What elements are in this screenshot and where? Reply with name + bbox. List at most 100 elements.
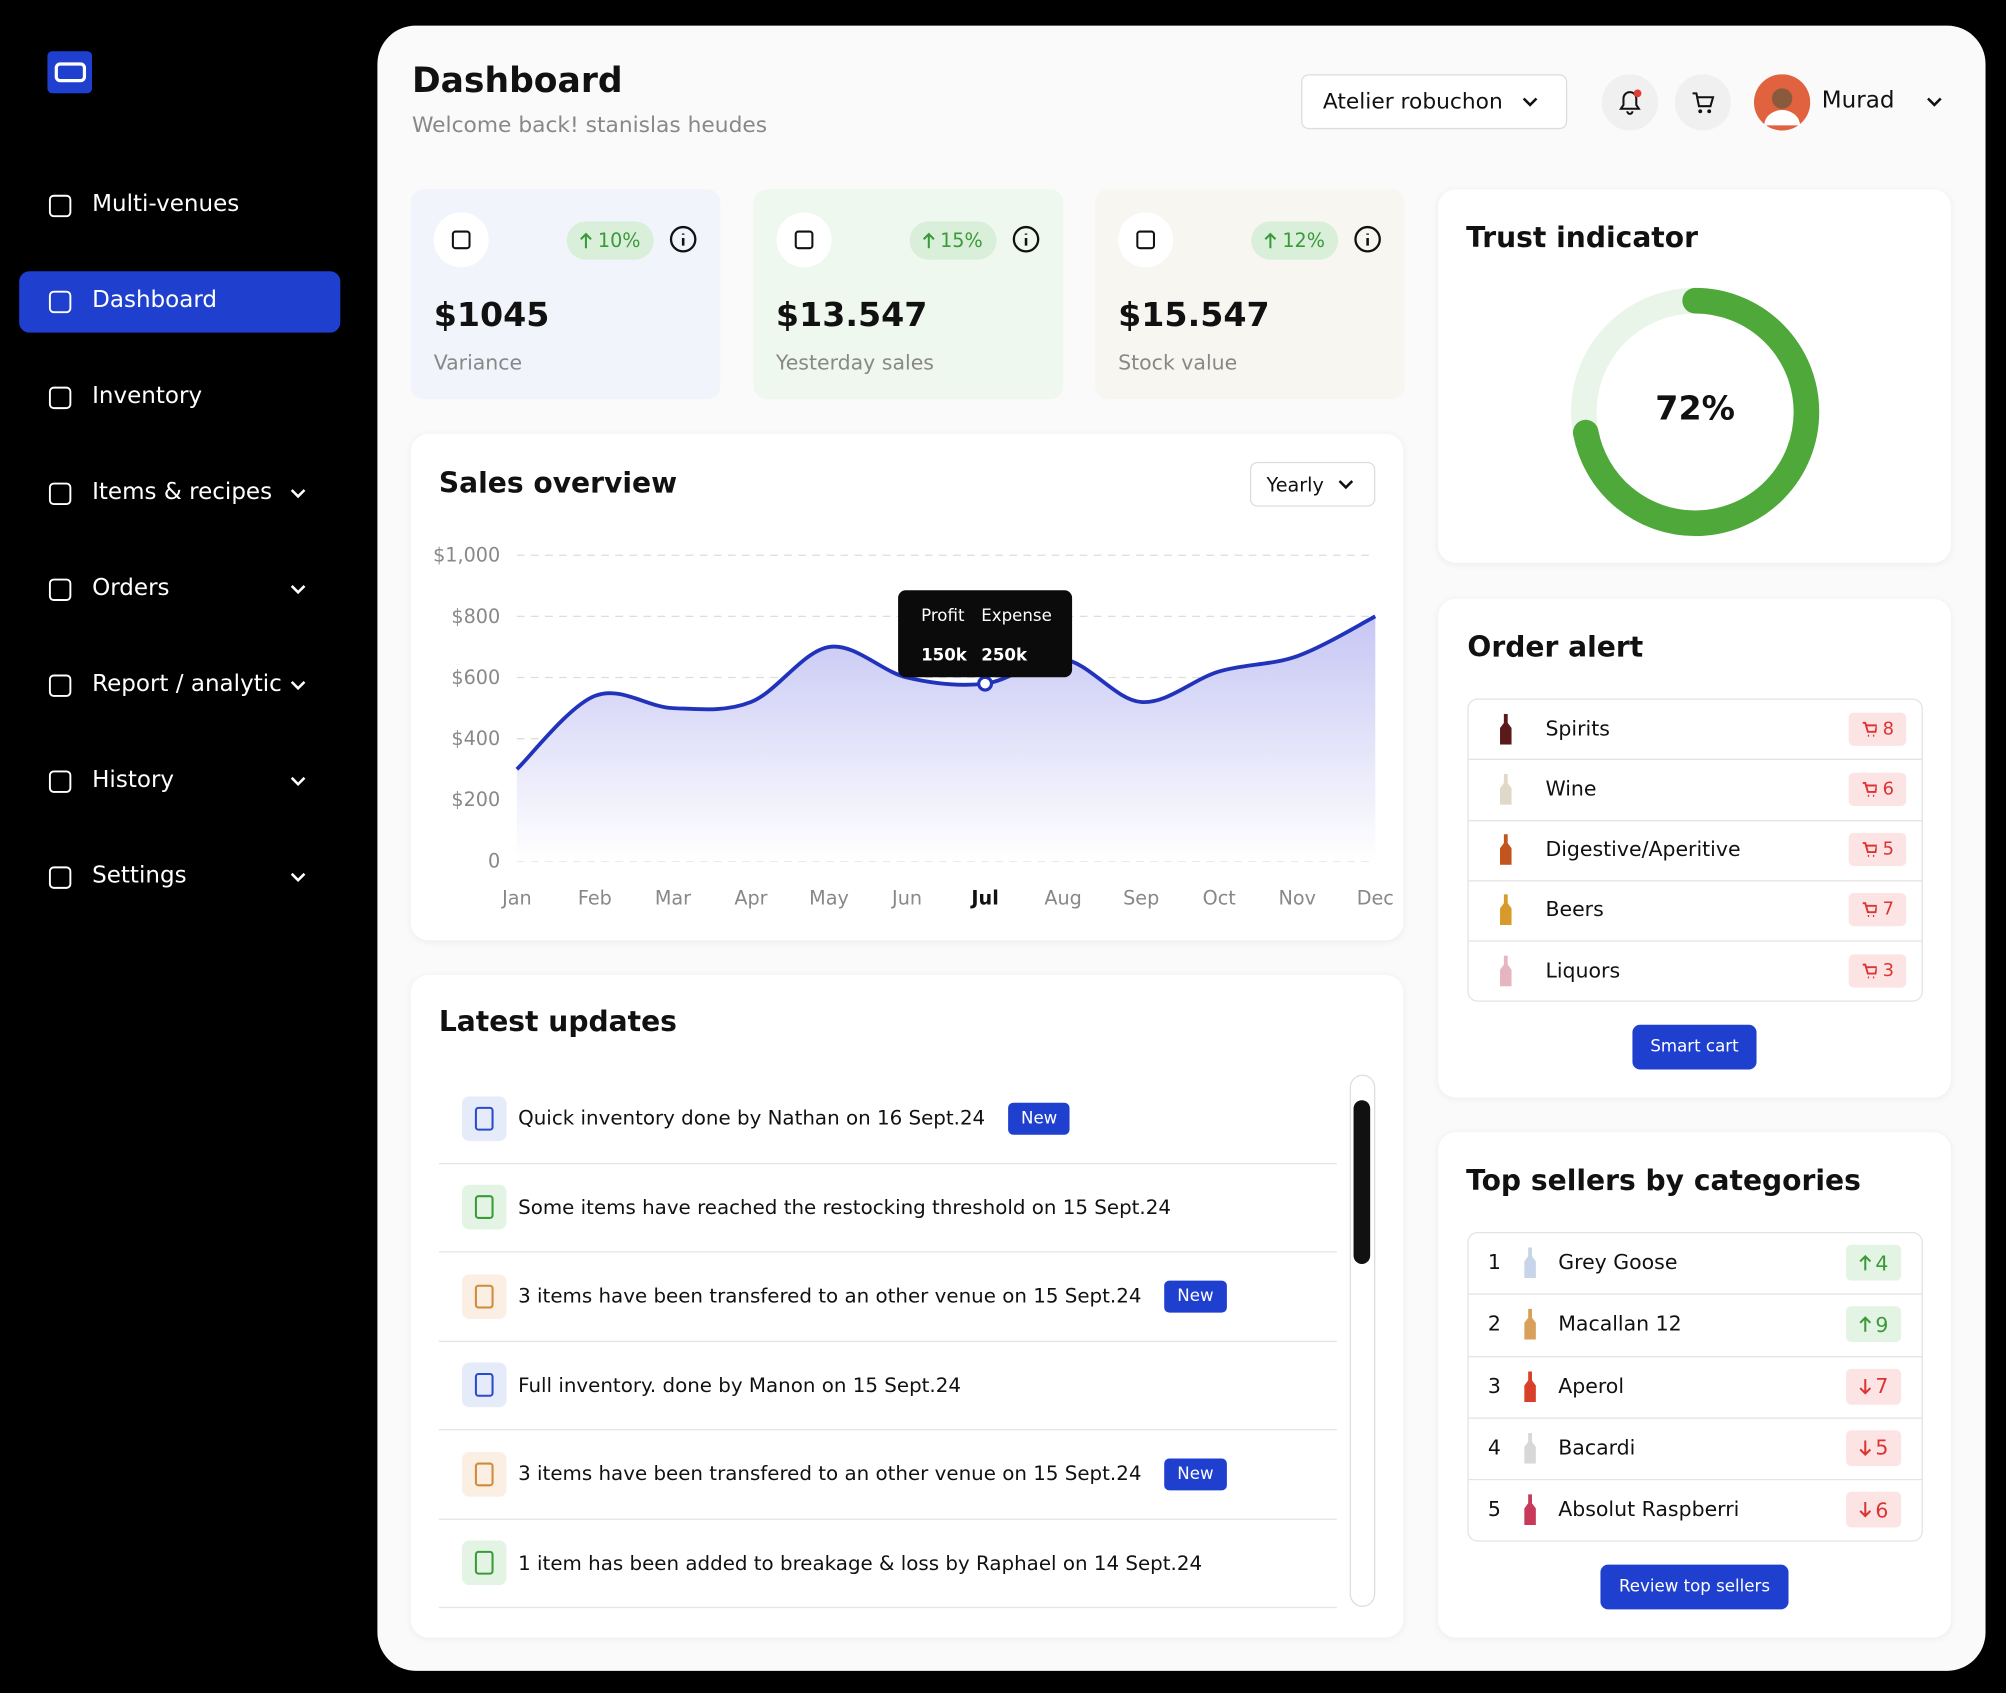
info-icon[interactable] [1011, 225, 1039, 253]
icon-shape [48, 674, 72, 697]
cart-icon [1862, 963, 1877, 978]
area-fill [516, 616, 1376, 861]
nav-label[interactable]: Dashboard [92, 286, 218, 314]
stat-label: Stock value [1118, 350, 1238, 375]
alert-count: 5 [1848, 832, 1907, 867]
alert-name: Spirits [1545, 715, 1610, 741]
change-badge: 12% [1251, 221, 1339, 260]
notifications-button[interactable] [1601, 74, 1659, 131]
change-badge: 10% [566, 221, 654, 260]
update-text: 3 items have been transfered to an other… [518, 1462, 1142, 1486]
up-arrow [1859, 1254, 1871, 1271]
seller-change: 9 [1846, 1306, 1902, 1343]
row-divider [438, 1517, 1337, 1520]
stat-value: $15.547 [1118, 296, 1270, 336]
nav-icon [48, 866, 72, 889]
nav-chevron[interactable] [289, 487, 307, 500]
seller-rank: 5 [1487, 1497, 1501, 1522]
stat-icon [433, 212, 489, 268]
nav-label[interactable]: Inventory [92, 382, 203, 410]
info-icon[interactable] [669, 225, 697, 253]
order-alert-title: Order alert [1467, 631, 1644, 664]
info-icon[interactable] [1354, 225, 1382, 253]
bottle [1500, 713, 1512, 744]
down-arrow [1859, 1502, 1871, 1518]
nav-label[interactable]: Orders [92, 574, 170, 602]
update-icon [461, 1095, 507, 1141]
tooltip-label: Profit [921, 606, 965, 625]
seller-rank: 1 [1487, 1249, 1501, 1275]
seller-rank: 3 [1487, 1373, 1501, 1398]
change-value: 9 [1875, 1312, 1889, 1337]
icon-shape [451, 230, 471, 250]
x-tick-label: Oct [1203, 886, 1237, 909]
tooltip [898, 590, 1073, 678]
nav-chevron[interactable] [289, 583, 307, 596]
bottle-icon [1524, 1432, 1536, 1464]
x-tick-label: Nov [1279, 886, 1316, 909]
bottle [1524, 1309, 1536, 1340]
stat-icon [775, 212, 831, 268]
update-icon [461, 1362, 507, 1408]
chevron [290, 489, 306, 499]
seller-rank: 2 [1487, 1311, 1501, 1337]
nav-label[interactable]: Settings [92, 862, 187, 890]
nav-label[interactable]: Items & recipes [92, 478, 273, 506]
bottle [1524, 1370, 1536, 1402]
alert-count: 3 [1848, 953, 1907, 988]
alert-count: 6 [1848, 772, 1907, 806]
nav-label[interactable]: Multi-venues [92, 190, 240, 218]
stat-label: Yesterday sales [775, 350, 934, 375]
icon-bg [461, 1362, 507, 1408]
row-divider [438, 1251, 1337, 1253]
x-tick-label: Aug [1044, 886, 1081, 909]
icon-shape [474, 1372, 494, 1397]
icon-shape [48, 194, 72, 218]
y-tick-label: $400 [451, 727, 500, 750]
x-tick-label: Jun [891, 886, 922, 909]
seller-change: 7 [1846, 1368, 1902, 1405]
nav-icon [48, 290, 72, 314]
update-icon [461, 1273, 507, 1319]
nav-chevron[interactable] [289, 871, 307, 884]
change-value: 10% [597, 229, 641, 253]
alert-name: Beers [1545, 897, 1604, 922]
smart-cart-button[interactable]: Smart cart [1632, 1024, 1757, 1070]
cart [1862, 902, 1877, 918]
period-dropdown[interactable]: Yearly [1249, 461, 1376, 507]
chevron [290, 680, 306, 691]
nav-chevron[interactable] [289, 775, 307, 788]
user-menu-chevron[interactable] [1925, 96, 1943, 109]
up-arrow [1264, 232, 1277, 249]
update-row: Some items have reached the restocking t… [518, 1189, 1171, 1225]
icon-bg [461, 1273, 507, 1319]
alert-count: 8 [1848, 711, 1907, 746]
avatar[interactable] [1753, 74, 1811, 131]
cart-button[interactable] [1674, 74, 1731, 131]
trust-title: Trust indicator [1466, 222, 1698, 255]
new-badge: New [1164, 1279, 1227, 1312]
seller-change: 4 [1846, 1244, 1902, 1281]
nav-chevron[interactable] [289, 679, 307, 692]
icon-shape [474, 1284, 494, 1308]
scrollbar[interactable] [1349, 1074, 1376, 1607]
nav-label[interactable]: History [92, 766, 175, 794]
gauge-arc [1571, 287, 1820, 537]
user-name: Murad [1821, 86, 1895, 114]
icon-bg [461, 1540, 507, 1586]
bottle-icon [1524, 1247, 1536, 1279]
change-value: 4 [1875, 1250, 1889, 1275]
review-top-sellers-button[interactable]: Review top sellers [1600, 1564, 1789, 1610]
nav-active-bg [19, 271, 341, 333]
nav-label[interactable]: Report / analytic [92, 670, 282, 698]
change-value: 7 [1875, 1374, 1889, 1399]
top-sellers-table [1467, 1232, 1923, 1542]
row-divider [438, 1429, 1337, 1431]
venue-dropdown[interactable]: Atelier robuchon [1301, 74, 1568, 130]
chevron [1522, 96, 1537, 107]
chevron [290, 776, 306, 787]
icon-shape [48, 866, 72, 889]
scrollbar-thumb[interactable] [1353, 1100, 1371, 1264]
up-arrow [580, 232, 593, 249]
